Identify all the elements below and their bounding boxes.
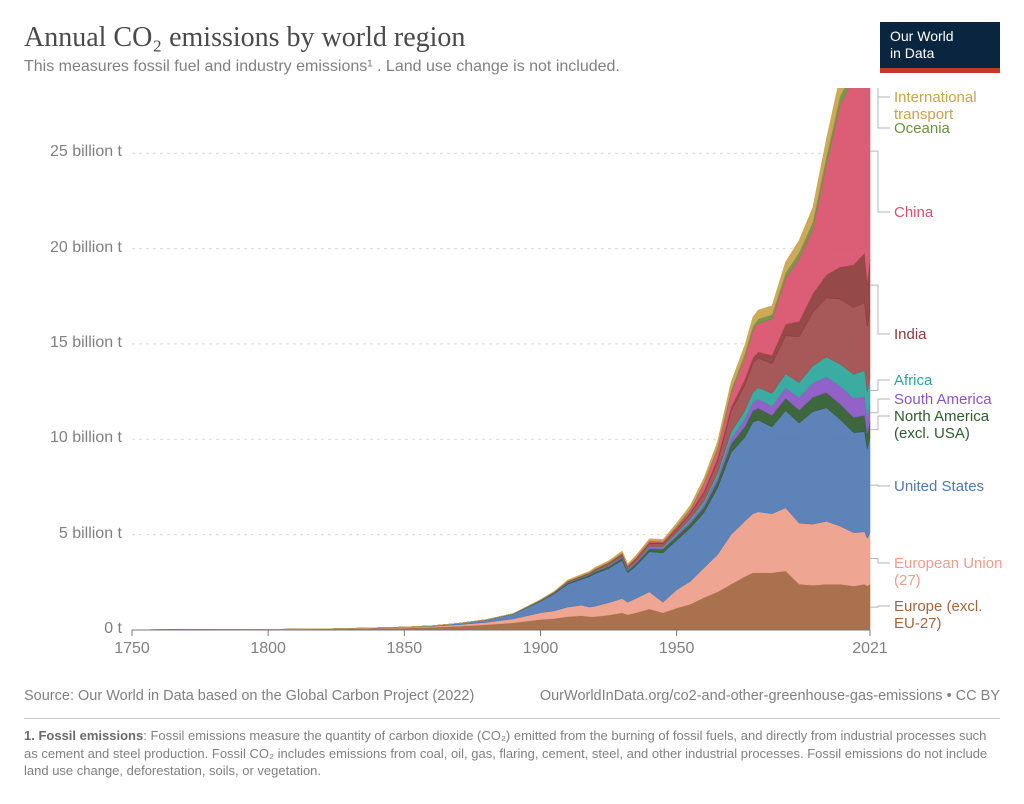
owid-logo: Our Worldin Data [880,22,1000,73]
x-tick-label: 1850 [387,640,423,658]
series-label-na_excl_usa: North America(excl. USA) [894,408,989,443]
series-label-intl_transport: Internationaltransport [894,89,977,124]
series-label-europe_excl_eu27: Europe (excl.EU-27) [894,598,982,633]
chart-subtitle: This measures fossil fuel and industry e… [24,58,1000,76]
x-tick-label: 1800 [250,640,286,658]
stacked-area-chart: 0 t 5 billion t 10 billion t 15 billion t 20… [24,88,1000,678]
y-tick-label: 25 billion t [22,143,122,161]
y-tick-label: 0 t [22,620,122,638]
series-label-eu27: European Union(27) [894,555,1002,590]
series-label-india: India [894,326,927,343]
series-label-usa: United States [894,478,984,495]
x-tick-label: 1750 [114,640,150,658]
footnote: 1. Fossil emissions: Fossil emissions me… [24,727,1000,780]
series-label-china: China [894,204,933,221]
chart-svg [24,88,1000,678]
series-label-africa: Africa [894,372,932,389]
x-tick-label: 2021 [852,640,888,658]
x-tick-label: 1900 [523,640,559,658]
x-tick-label: 1950 [659,640,695,658]
y-tick-label: 5 billion t [22,525,122,543]
y-tick-label: 10 billion t [22,429,122,447]
series-label-south_america: South America [894,391,992,408]
logo-text: Our Worldin Data [880,22,1000,68]
y-tick-label: 20 billion t [22,239,122,257]
source-link: OurWorldInData.org/co2-and-other-greenho… [540,688,1000,704]
footnote-rule [24,718,1000,719]
logo-bar [880,68,1000,73]
y-tick-label: 15 billion t [22,334,122,352]
chart-title: Annual CO₂ emissions by world region [24,22,1000,54]
source-text: Source: Our World in Data based on the G… [24,688,474,704]
